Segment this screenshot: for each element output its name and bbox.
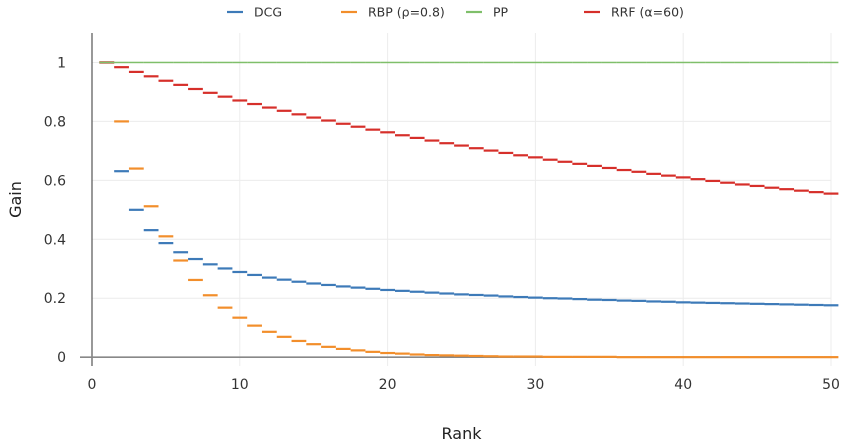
axes: 0 10 20 30 40 50 0 0.2 0.4 0.6 0.8 1 bbox=[44, 33, 840, 393]
legend-label: PP bbox=[493, 5, 509, 20]
series-rrf bbox=[99, 61, 839, 195]
y-tick-label: 0 bbox=[57, 350, 66, 366]
legend-item: RRF (α=60) bbox=[584, 5, 684, 20]
legend-item: PP bbox=[466, 5, 509, 20]
x-tick-label: 50 bbox=[822, 377, 840, 393]
series-layer bbox=[99, 61, 839, 359]
y-tick-label: 0.8 bbox=[44, 114, 66, 130]
y-tick-label: 0.4 bbox=[44, 232, 66, 248]
legend: DCG RBP (ρ=0.8) PP RRF (α=60) bbox=[227, 5, 684, 20]
x-tick-label: 20 bbox=[379, 377, 397, 393]
y-tick-label: 1 bbox=[57, 55, 66, 71]
legend-label: RBP (ρ=0.8) bbox=[368, 5, 445, 20]
x-tick-label: 30 bbox=[526, 377, 544, 393]
series-rbp bbox=[99, 61, 839, 359]
legend-item: RBP (ρ=0.8) bbox=[341, 5, 445, 20]
legend-item: DCG bbox=[227, 5, 282, 20]
x-tick-label: 40 bbox=[674, 377, 692, 393]
y-tick-label: 0.6 bbox=[44, 173, 66, 189]
x-axis-title: Rank bbox=[442, 424, 483, 443]
grid bbox=[92, 33, 832, 366]
x-tick-label: 0 bbox=[88, 377, 97, 393]
y-axis-title: Gain bbox=[6, 181, 25, 218]
y-tick-label: 0.2 bbox=[44, 291, 66, 307]
legend-label: DCG bbox=[254, 5, 282, 20]
legend-label: RRF (α=60) bbox=[611, 5, 684, 20]
series-dcg bbox=[99, 61, 839, 307]
x-tick-label: 10 bbox=[231, 377, 249, 393]
